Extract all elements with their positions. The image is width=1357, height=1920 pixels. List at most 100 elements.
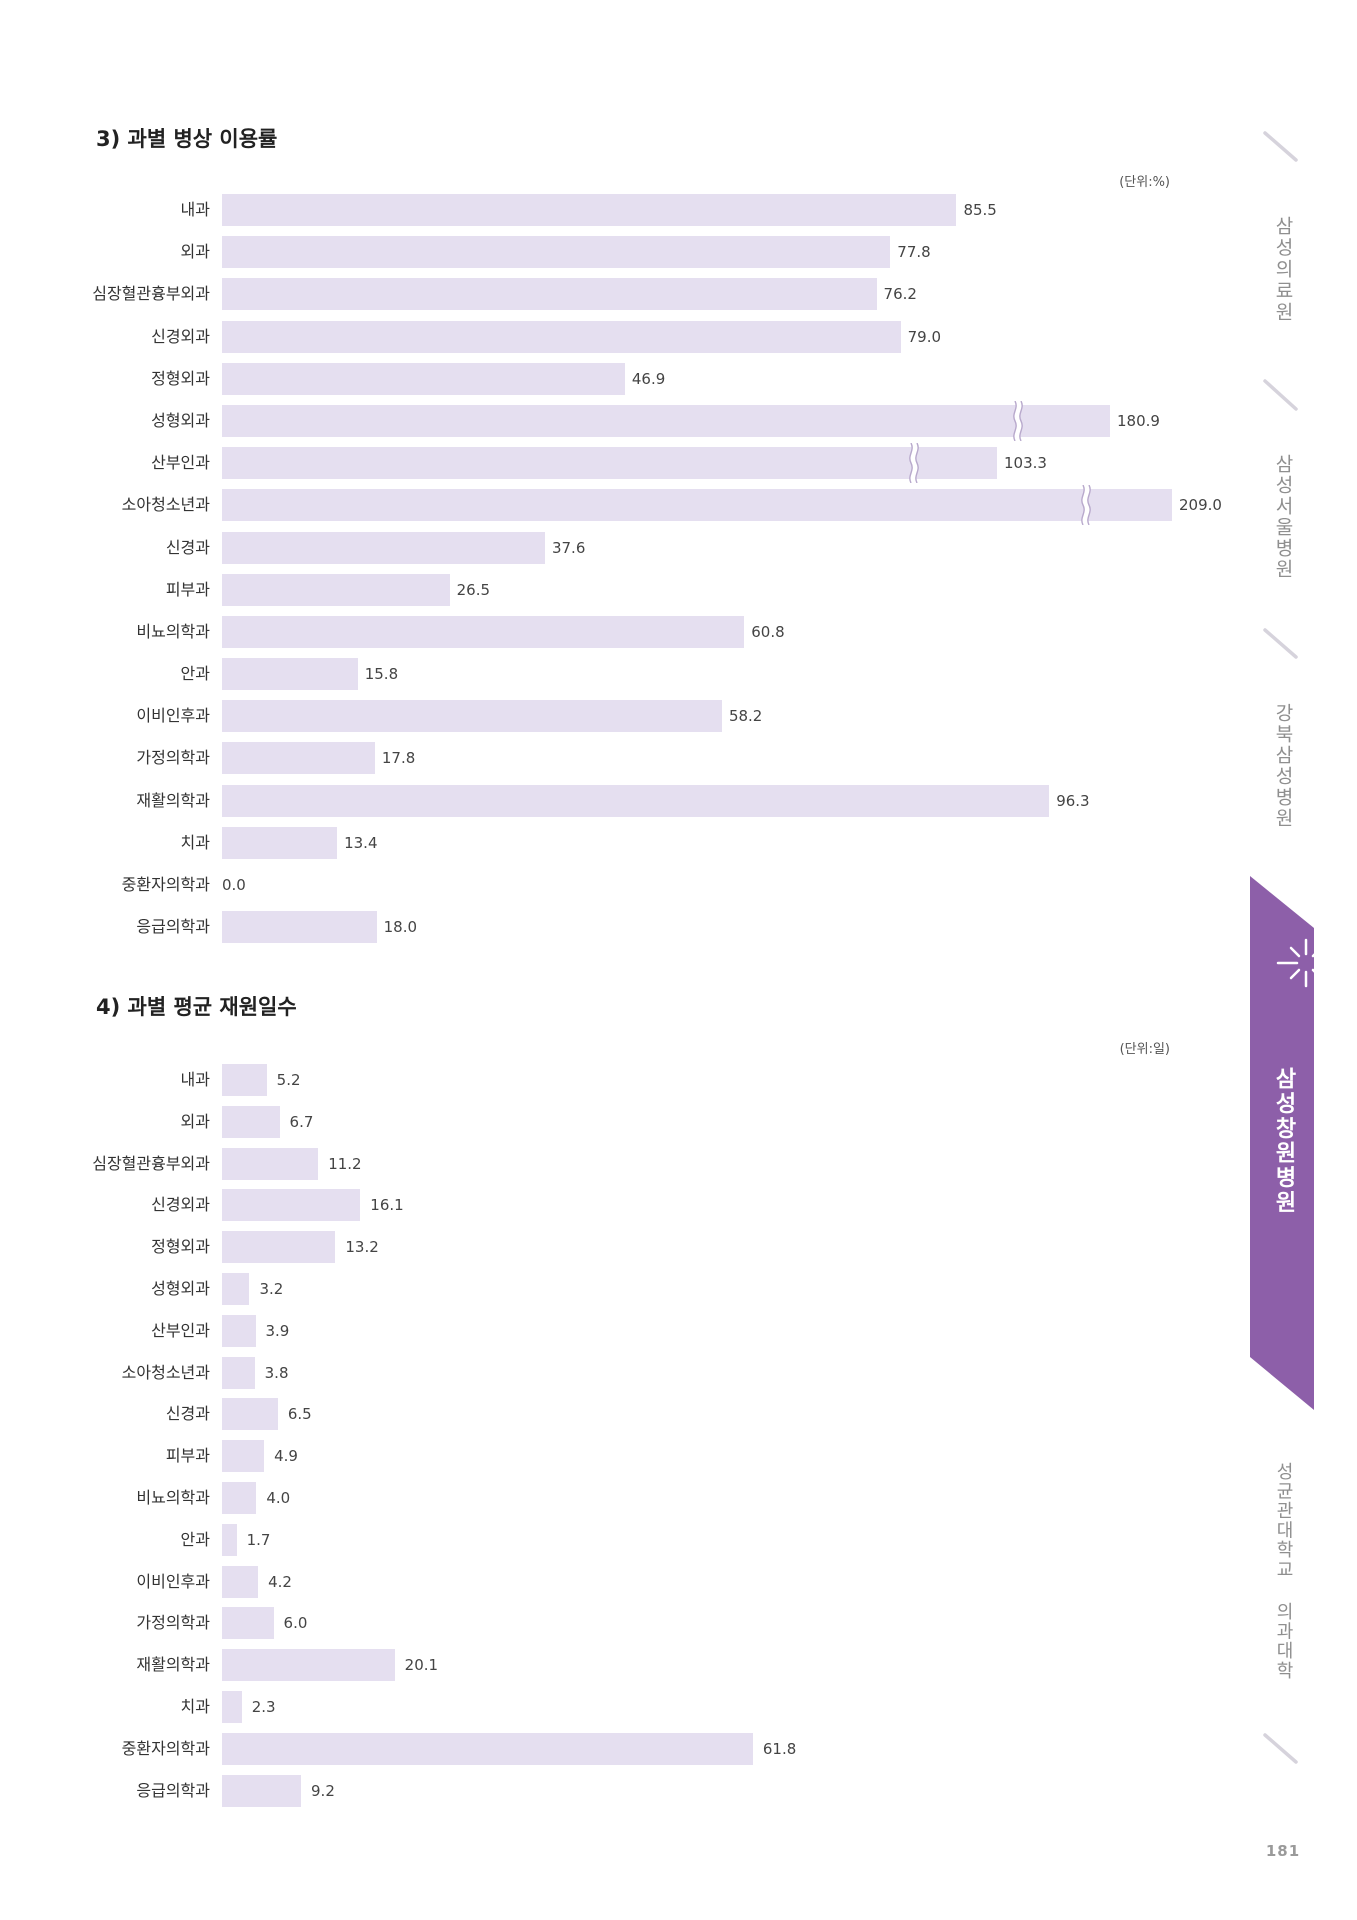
category-label: 치과 bbox=[180, 832, 210, 852]
bar bbox=[222, 1690, 242, 1723]
value-label: 209.0 bbox=[1179, 496, 1222, 515]
value-label: 3.9 bbox=[265, 1321, 290, 1340]
category-label: 정형외과 bbox=[151, 368, 210, 388]
category-label: 신경외과 bbox=[151, 1195, 210, 1215]
value-label: 9.2 bbox=[311, 1781, 335, 1800]
bar bbox=[222, 1523, 237, 1556]
category-label: 신경과 bbox=[165, 537, 210, 557]
category-label: 심장혈관흉부외과 bbox=[92, 1153, 210, 1173]
bar bbox=[222, 1147, 319, 1180]
category-label: 중환자의학과 bbox=[121, 1738, 210, 1758]
value-label: 85.5 bbox=[963, 201, 997, 220]
value-label: 26.5 bbox=[456, 580, 491, 599]
category-label: 안과 bbox=[180, 664, 210, 684]
value-label: 4.9 bbox=[274, 1447, 298, 1466]
value-label: 17.8 bbox=[381, 749, 416, 768]
bar bbox=[222, 573, 450, 606]
average-stay-unit: (단위:일) bbox=[1119, 1042, 1170, 1057]
value-label: 0.0 bbox=[222, 875, 246, 894]
category-label: 외과 bbox=[180, 1111, 210, 1131]
break-stroke bbox=[915, 443, 919, 484]
active-tab-background bbox=[1250, 876, 1314, 1410]
value-label: 61.8 bbox=[762, 1739, 797, 1758]
slash-divider bbox=[1263, 379, 1298, 411]
bar bbox=[222, 1398, 278, 1431]
category-label: 외과 bbox=[180, 242, 210, 262]
break-stroke bbox=[909, 443, 913, 484]
sidebar-item-skku-medical-school: 성균관대학교 의과대학 bbox=[1273, 1462, 1294, 1681]
value-label: 6.7 bbox=[289, 1112, 314, 1131]
value-label: 2.3 bbox=[251, 1697, 276, 1716]
slash-divider bbox=[1263, 1733, 1298, 1764]
bar bbox=[222, 1189, 361, 1222]
value-label: 18.0 bbox=[383, 918, 418, 937]
sidebar-item-samsung-medical-center: 삼성의료원 bbox=[1272, 216, 1294, 324]
bar bbox=[222, 826, 338, 859]
value-label: 5.2 bbox=[276, 1070, 301, 1089]
category-label: 소아청소년과 bbox=[121, 495, 210, 515]
break-stroke bbox=[1081, 485, 1091, 526]
break-stroke bbox=[1013, 400, 1017, 441]
value-label: 20.1 bbox=[404, 1656, 439, 1675]
bar bbox=[222, 489, 1172, 522]
value-label: 46.9 bbox=[631, 369, 666, 388]
value-label: 15.8 bbox=[364, 665, 399, 684]
bar bbox=[222, 1440, 265, 1473]
bar bbox=[222, 1481, 257, 1514]
value-label: 60.8 bbox=[751, 622, 785, 641]
bar bbox=[222, 1105, 280, 1138]
value-label: 11.2 bbox=[328, 1154, 362, 1173]
bar bbox=[222, 236, 891, 269]
bed-occupancy-chart: 내과 85.5 외과 77.8 심장혈관흉부외과 76.2 신경외과 79.0 정형외과 46.9… bbox=[0, 189, 1250, 949]
axis-break-mark bbox=[1081, 485, 1091, 526]
bar bbox=[222, 1314, 256, 1347]
category-label: 안과 bbox=[180, 1529, 210, 1549]
average-stay-title: 4) 과별 평균 재원일수 bbox=[96, 995, 297, 1019]
category-label: 피부과 bbox=[165, 579, 210, 599]
sidebar-item-samsung-changwon-hospital-active: 삼성창원병원 bbox=[1271, 1067, 1296, 1216]
bar bbox=[222, 1607, 274, 1640]
category-label: 소아청소년과 bbox=[121, 1362, 210, 1382]
bar bbox=[222, 531, 545, 564]
bar bbox=[222, 784, 1050, 817]
sidebar-decoration bbox=[1250, 131, 1314, 1764]
category-label: 산부인과 bbox=[151, 453, 210, 473]
category-label: 신경과 bbox=[165, 1404, 210, 1424]
value-label: 96.3 bbox=[1056, 791, 1090, 810]
category-label: 피부과 bbox=[165, 1446, 210, 1466]
bar bbox=[222, 362, 625, 395]
category-label: 신경외과 bbox=[151, 326, 210, 346]
bar bbox=[222, 1063, 267, 1096]
category-label: 가정의학과 bbox=[136, 1613, 210, 1633]
category-label: 내과 bbox=[180, 1069, 210, 1089]
break-stroke bbox=[1019, 400, 1023, 441]
bar bbox=[222, 320, 901, 353]
value-label: 6.5 bbox=[287, 1405, 312, 1424]
category-label: 정형외과 bbox=[151, 1237, 210, 1257]
slash-divider bbox=[1263, 131, 1298, 162]
bar bbox=[222, 1774, 302, 1807]
bed-occupancy-unit: (단위:%) bbox=[1119, 175, 1170, 190]
category-label: 내과 bbox=[180, 200, 210, 220]
bar bbox=[222, 1356, 255, 1389]
value-label: 1.7 bbox=[246, 1530, 271, 1549]
category-label: 가정의학과 bbox=[136, 748, 210, 768]
value-label: 13.4 bbox=[344, 833, 378, 852]
category-label: 산부인과 bbox=[151, 1320, 210, 1340]
axis-break-mark bbox=[1013, 400, 1023, 441]
category-label: 재활의학과 bbox=[136, 790, 210, 810]
category-label: 성형외과 bbox=[151, 1278, 210, 1298]
bar bbox=[222, 700, 722, 733]
value-label: 76.2 bbox=[883, 285, 917, 304]
value-label: 77.8 bbox=[897, 243, 931, 262]
category-label: 이비인후과 bbox=[136, 1571, 210, 1591]
category-label: 중환자의학과 bbox=[121, 874, 210, 894]
break-stroke bbox=[1081, 485, 1085, 526]
value-label: 103.3 bbox=[1004, 454, 1047, 473]
value-label: 6.0 bbox=[283, 1614, 308, 1633]
bar bbox=[222, 658, 358, 691]
bar bbox=[222, 1272, 250, 1305]
average-stay-chart: 내과 5.2 외과 6.7 심장혈관흉부외과 11.2 신경외과 16.1 정형외과 13.2 성형… bbox=[0, 1059, 1250, 1812]
category-label: 심장혈관흉부외과 bbox=[92, 284, 210, 304]
